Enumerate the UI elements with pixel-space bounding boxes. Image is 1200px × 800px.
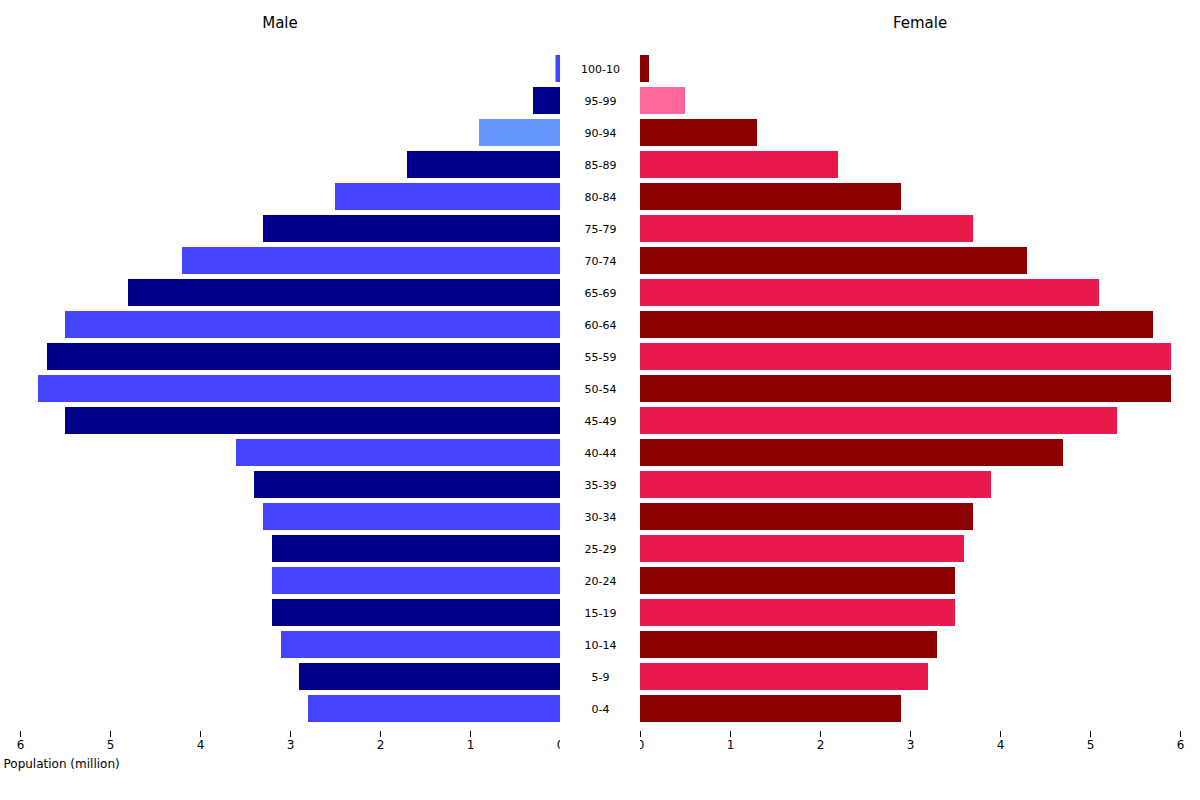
svg-text:3: 3	[287, 738, 295, 752]
svg-text:65-69: 65-69	[585, 287, 617, 300]
svg-text:2: 2	[377, 738, 385, 752]
svg-text:5-9: 5-9	[592, 671, 610, 684]
svg-text:4: 4	[197, 738, 205, 752]
svg-text:95-99: 95-99	[585, 95, 617, 108]
svg-text:75-79: 75-79	[585, 223, 617, 236]
svg-text:6: 6	[1177, 738, 1185, 752]
svg-text:25-29: 25-29	[585, 543, 617, 556]
svg-text:30-34: 30-34	[585, 511, 617, 524]
svg-text:10-14: 10-14	[585, 639, 617, 652]
svg-text:55-59: 55-59	[585, 351, 617, 364]
svg-text:70-74: 70-74	[585, 255, 617, 268]
svg-text:50-54: 50-54	[585, 383, 617, 396]
svg-text:80-84: 80-84	[585, 191, 617, 204]
svg-text:0-4: 0-4	[592, 703, 610, 716]
svg-text:100-10: 100-10	[581, 63, 620, 76]
svg-text:3: 3	[907, 738, 915, 752]
svg-text:45-49: 45-49	[585, 415, 617, 428]
svg-text:0: 0	[640, 738, 644, 752]
svg-text:6: 6	[17, 738, 25, 752]
svg-text:35-39: 35-39	[585, 479, 617, 492]
svg-text:5: 5	[1087, 738, 1095, 752]
svg-text:5: 5	[107, 738, 115, 752]
svg-text:1: 1	[467, 738, 475, 752]
svg-text:90-94: 90-94	[585, 127, 617, 140]
html-text:Male: Male	[262, 14, 298, 32]
svg-text:15-19: 15-19	[585, 607, 617, 620]
svg-text:0: 0	[557, 738, 560, 752]
svg-text:1: 1	[727, 738, 735, 752]
svg-text:4: 4	[997, 738, 1005, 752]
svg-text:20-24: 20-24	[585, 575, 617, 588]
svg-text:85-89: 85-89	[585, 159, 617, 172]
svg-text:Population (million): Population (million)	[4, 757, 120, 771]
svg-text:2: 2	[817, 738, 825, 752]
html-text:Female: Female	[892, 14, 948, 32]
svg-text:40-44: 40-44	[585, 447, 617, 460]
svg-text:60-64: 60-64	[585, 319, 617, 332]
